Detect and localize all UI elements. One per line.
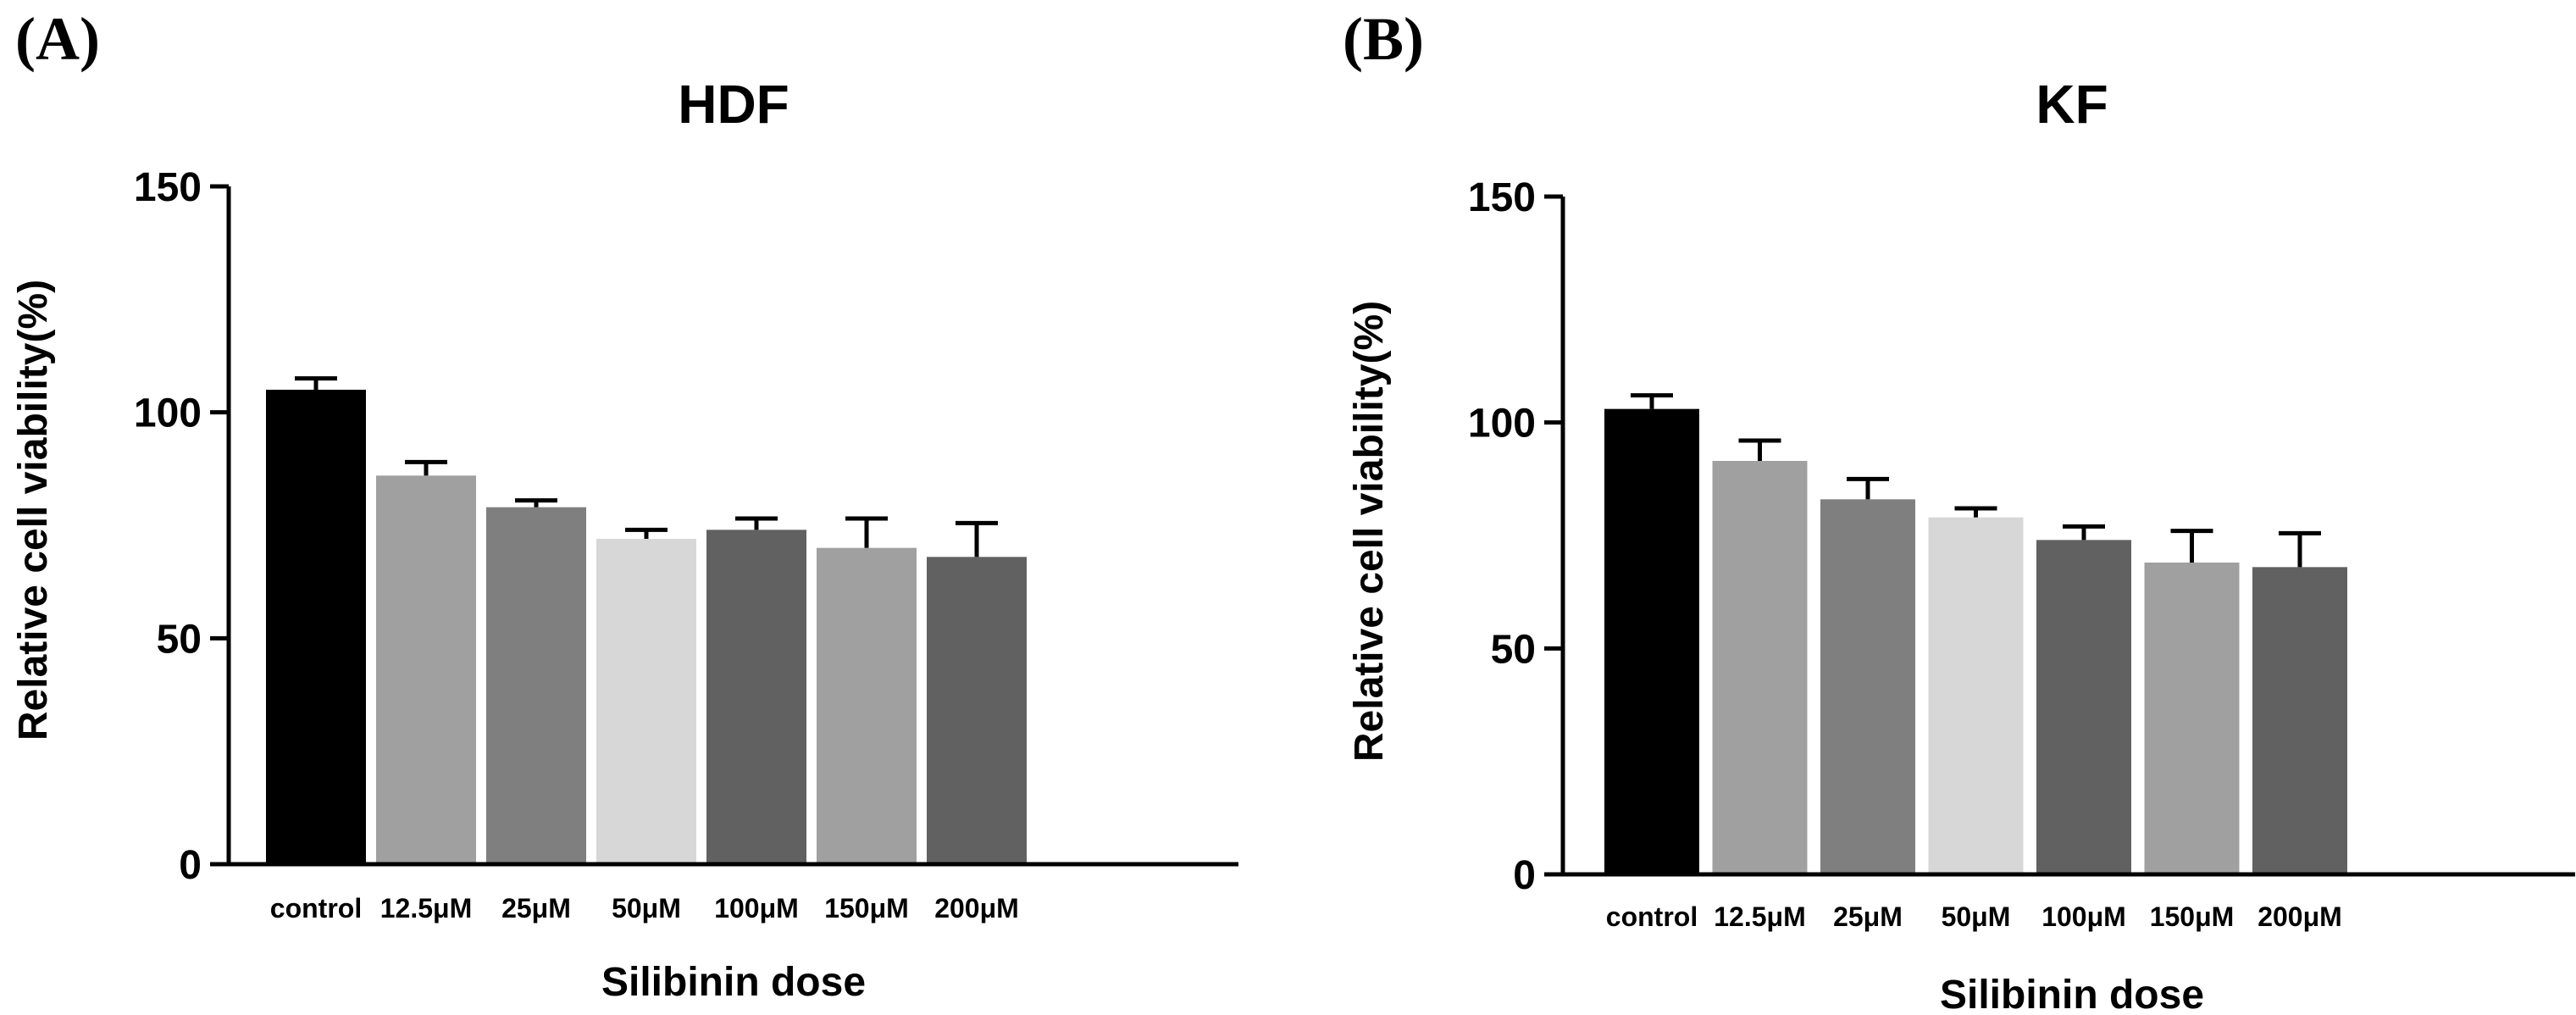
bar-hdf-2 [486,507,586,864]
y-tick-label-kf-2: 100 [1468,402,1536,446]
bar-hdf-4 [706,530,806,864]
y-tick-label-kf-0: 0 [1513,853,1536,898]
chart-title-kf: KF [2036,74,2108,135]
y-axis-title-kf: Relative cell viability(%) [1347,301,1392,762]
x-tick-label-kf-4: 100μM [2041,901,2126,932]
panel-label-a: (A) [15,5,100,73]
bar-kf-2 [1820,499,1915,874]
y-tick-label-hdf-2: 100 [134,391,202,436]
y-axis-title-hdf: Relative cell viability(%) [11,280,56,740]
plot-area-hdf: control 12.5μM 25μM 50μM 100μM 150μM 200μM 0 50 1… [134,165,1238,923]
x-axis-title-hdf: Silibinin dose [601,960,866,1005]
x-tick-label-hdf-2: 25μM [501,893,571,923]
bar-kf-1 [1712,461,1808,874]
y-tick-label-hdf-0: 0 [179,843,202,888]
bar-kf-0 [1604,408,1699,875]
plot-area-kf: control 12.5μM 25μM 50μM 100μM 150μM 200μM 0 50 1… [1468,175,2575,932]
x-tick-label-hdf-1: 12.5μM [380,893,473,923]
bar-kf-3 [1928,517,2024,874]
bar-kf-6 [2252,567,2347,874]
x-axis-title-kf: Silibinin dose [1940,973,2204,1015]
x-tick-label-hdf-6: 200μM [934,893,1019,923]
bar-hdf-6 [927,557,1027,864]
x-tick-label-hdf-3: 50μM [612,893,681,923]
panel-hdf: (A) HDF Silibinin dose Relative cell via… [11,5,1238,1005]
x-tick-label-kf-2: 25μM [1833,901,1903,932]
x-tick-label-kf-6: 200μM [2257,901,2342,932]
bar-hdf-0 [266,390,366,864]
x-tick-label-hdf-4: 100μM [714,893,799,923]
bar-kf-5 [2144,563,2240,874]
bar-hdf-5 [817,547,917,864]
panel-label-b: (B) [1343,5,1424,73]
x-tick-label-hdf-5: 150μM [824,893,909,923]
bar-hdf-1 [376,475,476,864]
chart-title-hdf: HDF [678,74,789,135]
panel-kf: (B) KF Silibinin dose Relative cell viab… [1343,5,2575,1015]
y-tick-label-hdf-1: 50 [157,617,202,662]
y-tick-label-hdf-3: 150 [134,165,202,210]
bar-hdf-3 [596,539,696,864]
x-tick-label-kf-5: 150μM [2150,901,2235,932]
x-tick-label-kf-1: 12.5μM [1714,901,1806,932]
x-tick-label-kf-3: 50μM [1942,901,2011,932]
y-tick-label-kf-1: 50 [1491,627,1536,672]
bar-kf-4 [2036,540,2131,874]
x-tick-label-kf-0: control [1606,901,1698,932]
x-tick-label-hdf-0: control [270,893,362,923]
y-tick-label-kf-3: 150 [1468,175,1536,220]
